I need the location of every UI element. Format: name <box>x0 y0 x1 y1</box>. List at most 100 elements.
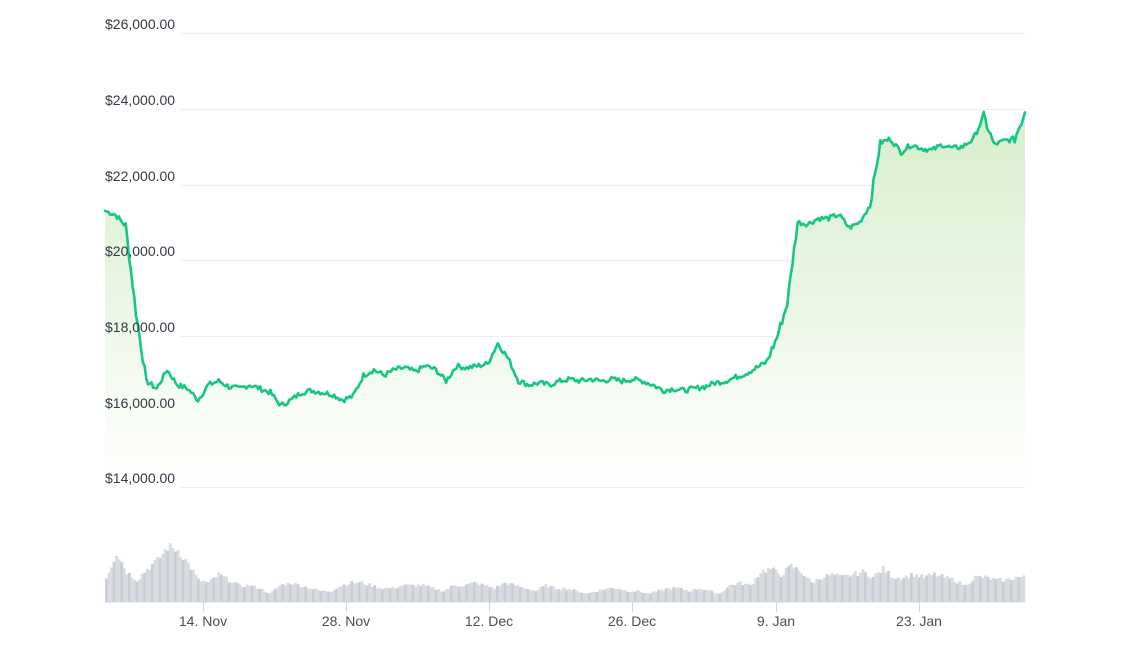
volume-bar <box>884 572 888 602</box>
volume-bar <box>381 589 384 602</box>
x-tick-label: 14. Nov <box>178 613 228 629</box>
volume-bar <box>720 592 724 602</box>
volume-bar <box>996 578 1000 602</box>
volume-bar <box>337 587 341 602</box>
volume-bar <box>646 593 650 602</box>
volume-bar <box>281 584 285 602</box>
volume-bar <box>554 589 558 602</box>
volume-bar <box>856 575 860 602</box>
volume-bar <box>184 558 188 602</box>
volume-bar <box>406 584 410 602</box>
volume-bar <box>948 578 952 602</box>
volume-bar <box>404 584 407 602</box>
volume-bar <box>736 582 740 602</box>
volume-bar <box>881 565 885 602</box>
volume-bar <box>657 589 660 602</box>
volume-bar <box>220 574 223 602</box>
volume-bar <box>751 583 755 602</box>
volume-bar <box>887 570 890 602</box>
volume-bar <box>365 585 369 602</box>
volume-bar <box>618 589 622 602</box>
volume-bar <box>506 584 510 602</box>
volume-bar <box>250 585 254 602</box>
volume-bar <box>715 593 719 602</box>
volume-bar <box>904 575 908 602</box>
volume-bar <box>664 588 668 602</box>
volume-bar <box>416 584 420 602</box>
volume-bar <box>335 589 338 602</box>
volume-bar <box>682 590 686 602</box>
volume-bar <box>861 569 865 602</box>
volume-bar <box>567 589 571 602</box>
volume-bar <box>485 585 489 602</box>
volume-bar <box>853 571 857 602</box>
volume-bar <box>391 587 395 602</box>
volume-bar <box>168 543 172 602</box>
volume-bar <box>823 577 826 602</box>
volume-bar <box>743 583 747 602</box>
volume-bar <box>843 575 847 602</box>
volume-bar <box>286 582 290 602</box>
volume-bar <box>700 589 704 602</box>
volume-bar <box>375 588 379 602</box>
volume-bar <box>910 573 913 602</box>
volume-bar <box>981 578 985 602</box>
volume-bar <box>958 581 962 602</box>
volume-bar <box>432 587 435 602</box>
volume-bar <box>723 590 727 602</box>
volume-bar <box>457 586 461 602</box>
volume-bar <box>105 578 108 602</box>
volume-bar <box>830 572 834 602</box>
volume-bar <box>544 584 548 602</box>
volume-bar <box>225 576 228 602</box>
volume-bar <box>991 577 995 602</box>
volume-bar <box>968 583 972 602</box>
y-tick-label: $24,000.00 <box>105 92 176 108</box>
volume-bar <box>994 578 998 602</box>
x-axis-ticks <box>203 602 920 612</box>
volume-bar <box>1002 581 1005 602</box>
volume-bar <box>355 583 359 602</box>
volume-bar <box>628 592 632 602</box>
volume-bar <box>110 567 113 602</box>
volume-bar <box>889 577 893 602</box>
volume-bar <box>503 582 507 602</box>
volume-bar <box>304 586 308 602</box>
volume-bar <box>524 588 527 602</box>
volume-bar <box>741 585 745 602</box>
volume-bar <box>979 576 982 602</box>
volume-bar <box>654 591 658 602</box>
price-line[interactable] <box>103 110 1027 407</box>
volume-bar <box>697 588 701 602</box>
volume-bar <box>1009 579 1013 602</box>
volume-bar <box>708 590 711 602</box>
volume-bar <box>802 576 806 602</box>
volume-bar <box>749 585 752 602</box>
volume-bar <box>176 549 180 602</box>
volume-bar <box>237 583 241 602</box>
volume-bar <box>986 576 990 602</box>
volume-bar <box>728 585 732 602</box>
volume-bar <box>289 584 292 602</box>
volume-bar <box>575 590 579 602</box>
volume-bar <box>851 574 855 602</box>
volume-bar <box>603 589 607 602</box>
volume-bar <box>350 581 354 602</box>
volume-bar <box>672 587 676 602</box>
volume-bar <box>899 579 903 602</box>
x-tick-label: 9. Jan <box>756 613 796 629</box>
volume-bar <box>117 559 121 602</box>
volume-bar <box>235 582 239 602</box>
volume-bar <box>892 578 895 602</box>
volume-bar <box>133 580 136 602</box>
volume-bar <box>835 573 839 602</box>
volume-bar <box>930 575 934 602</box>
volume-bar <box>828 575 832 602</box>
volume-bar <box>414 586 418 602</box>
volume-bar <box>703 590 706 602</box>
volume-bar <box>940 574 944 602</box>
volume-bar <box>314 588 318 602</box>
volume-bar <box>513 585 517 602</box>
volume-bar <box>360 581 364 602</box>
volume-bar <box>651 591 655 602</box>
